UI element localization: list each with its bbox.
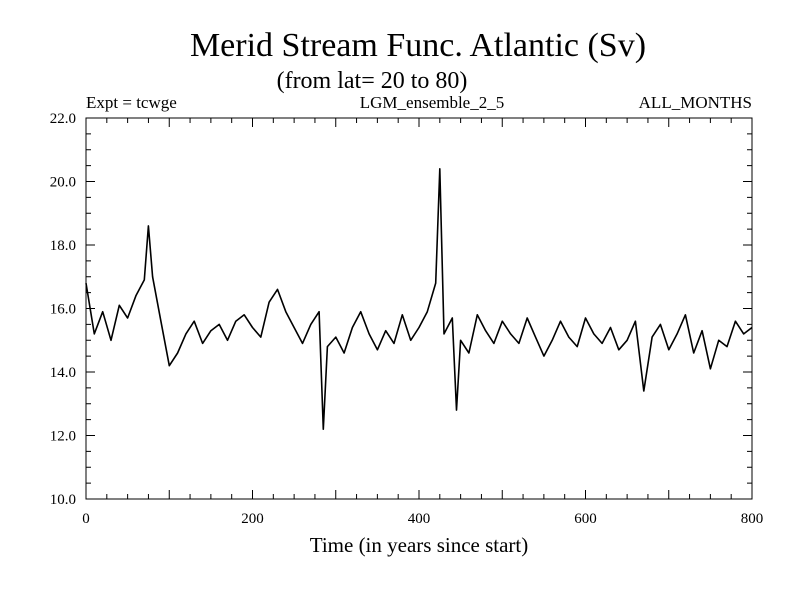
y-tick-labels: 10.0 12.0 14.0 16.0 18.0 20.0 22.0 <box>50 111 76 508</box>
plot-frame <box>85 117 753 500</box>
y-tick-label: 20.0 <box>50 175 76 191</box>
header-left: Expt = tcwge <box>86 93 177 112</box>
y-tick-label: 14.0 <box>50 365 76 381</box>
x-tick-label: 400 <box>408 511 431 527</box>
x-tick-label: 800 <box>741 511 764 527</box>
x-tick-label: 0 <box>82 511 90 527</box>
series-group <box>85 168 753 431</box>
x-tick-label: 600 <box>574 511 597 527</box>
y-tick-label: 10.0 <box>50 492 76 508</box>
axis-ticks <box>85 117 753 500</box>
y-tick-label: 22.0 <box>50 111 76 127</box>
header-right: ALL_MONTHS <box>639 93 752 112</box>
chart-subtitle: (from lat= 20 to 80) <box>277 68 468 94</box>
header-center: LGM_ensemble_2_5 <box>360 93 504 112</box>
y-tick-label: 16.0 <box>50 302 76 318</box>
x-axis-label: Time (in years since start) <box>310 533 529 557</box>
x-tick-label: 200 <box>241 511 264 527</box>
y-tick-label: 12.0 <box>50 429 76 445</box>
series-line <box>85 168 753 431</box>
chart-title: Merid Stream Func. Atlantic (Sv) <box>190 27 646 64</box>
x-tick-labels: 0 200 400 600 800 <box>82 511 763 527</box>
y-tick-label: 18.0 <box>50 238 76 254</box>
